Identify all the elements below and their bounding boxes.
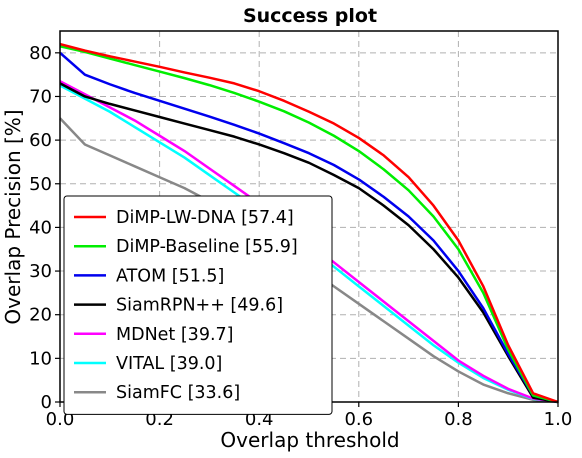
chart-title: Success plot [243,5,377,27]
series-line-2 [59,51,559,404]
y-tick-label: 60 [29,130,52,151]
legend-label-6: SiamFC [33.6] [116,383,240,403]
x-tick-label: 0.8 [444,409,473,430]
y-tick-label: 70 [29,86,52,107]
legend: DiMP-LW-DNA [57.4] DiMP-Baseline [55.9] AT… [63,195,333,415]
y-tick-label: 0 [41,392,52,413]
y-tick-label: 50 [29,174,52,195]
legend-label-1: DiMP-Baseline [55.9] [116,237,298,257]
legend-label-0: DiMP-LW-DNA [57.4] [116,208,294,228]
y-tick-label: 20 [29,305,52,326]
legend-label-4: MDNet [39.7] [116,325,233,345]
y-tick-label: 10 [29,348,52,369]
y-tick-label: 30 [29,261,52,282]
x-tick-label: 0.6 [344,409,373,430]
y-axis-label: Overlap Precision [%] [1,109,25,324]
legend-label-5: VITAL [39.0] [116,354,222,374]
series-line-0 [59,42,559,404]
y-tick-label: 40 [29,217,52,238]
legend-box [63,195,333,415]
series-line-1 [59,45,559,404]
x-tick-label: 1.0 [544,409,573,430]
y-tick-label: 80 [29,43,52,64]
legend-label-3: SiamRPN++ [49.6] [116,296,283,316]
series-line-3 [59,82,559,404]
x-axis-label: Overlap threshold [220,428,399,452]
legend-label-2: ATOM [51.5] [116,266,224,286]
